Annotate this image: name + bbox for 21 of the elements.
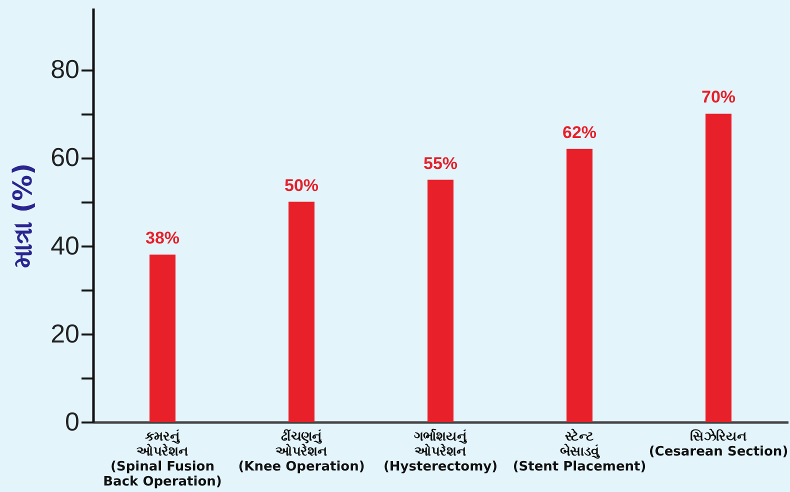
x-tick-label: કમરનું ઓપરેશન (Spinal Fusion Back Operation) [103,430,222,490]
bar [706,114,732,422]
data-label: 50% [284,176,319,195]
bar [566,148,592,422]
bar [288,202,314,422]
bar [428,180,454,422]
bar [150,254,176,422]
y-tick-label: 40 [50,230,80,260]
y-tick-label: 0 [65,406,80,436]
data-label: 55% [423,154,458,173]
x-tick-label: ઢીંચણનું ઓપરેશન (Knee Operation) [238,428,365,474]
y-tick-label: 80 [50,54,80,84]
x-tick-label: સ્ટેન્ટ બેસાડવું (Stent Placement) [512,428,646,474]
data-label: 70% [701,88,736,107]
y-tick-label: 20 [50,318,80,348]
data-label: 38% [145,228,180,248]
y-axis-title: માત્રા (%) [8,163,39,268]
x-tick-label: સિઝેરિયન (Cesarean Section) [648,428,788,460]
y-tick-label: 60 [50,142,80,172]
data-label: 62% [562,122,597,142]
x-tick-label: ગર્ભાશયનું ઓપરેશન (Hysterectomy) [383,428,498,474]
